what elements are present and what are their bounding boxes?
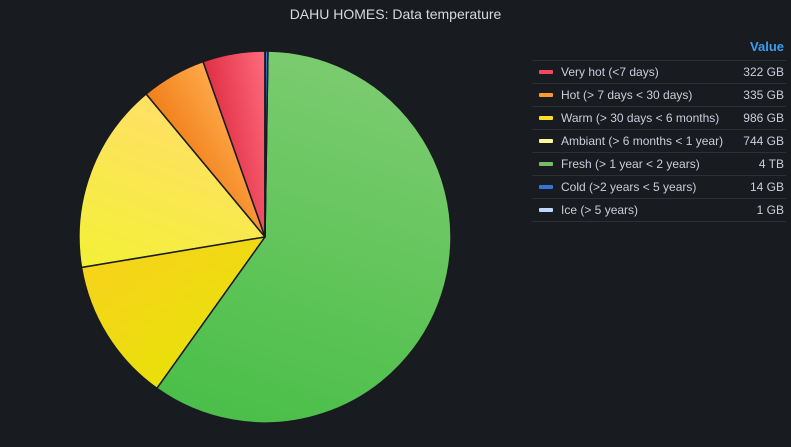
pie-slice-3[interactable] [78, 93, 266, 269]
legend-label: Cold (>2 years < 5 years) [561, 180, 697, 194]
legend-value: 1 GB [756, 203, 784, 217]
legend-swatch-icon [539, 162, 553, 166]
legend-value: 335 GB [743, 88, 784, 102]
legend-item[interactable]: Ice (> 5 years) 1 GB [532, 199, 786, 222]
legend-label: Ice (> 5 years) [561, 203, 639, 217]
legend-value: 4 TB [758, 157, 784, 171]
legend-item[interactable]: Warm (> 30 days < 6 months) 986 GB [532, 107, 786, 130]
legend: Value Very hot (<7 days) 322 GB Hot (> 7 d… [532, 36, 786, 222]
legend-item[interactable]: Ambiant (> 6 months < 1 year) 744 GB [532, 130, 786, 153]
legend-label: Ambiant (> 6 months < 1 year) [561, 134, 724, 148]
legend-swatch-icon [539, 93, 553, 97]
legend-rows: Very hot (<7 days) 322 GB Hot (> 7 days < … [532, 61, 786, 222]
legend-label: Fresh (> 1 year < 2 years) [561, 157, 700, 171]
legend-value: 744 GB [743, 134, 784, 148]
legend-item[interactable]: Fresh (> 1 year < 2 years) 4 TB [532, 153, 786, 176]
pie-slice-5[interactable] [156, 50, 452, 424]
legend-swatch-icon [539, 208, 553, 212]
legend-item[interactable]: Hot (> 7 days < 30 days) 335 GB [532, 84, 786, 107]
legend-swatch-icon [539, 185, 553, 189]
pie-slice-4[interactable] [80, 236, 266, 390]
legend-value-header[interactable]: Value [532, 36, 786, 61]
legend-value: 14 GB [749, 180, 784, 194]
legend-item[interactable]: Very hot (<7 days) 322 GB [532, 61, 786, 84]
legend-swatch-icon [539, 70, 553, 74]
pie-slices [78, 50, 452, 424]
legend-label: Very hot (<7 days) [561, 65, 659, 79]
panel-title[interactable]: DAHU HOMES: Data temperature [289, 6, 502, 22]
legend-label: Warm (> 30 days < 6 months) [561, 111, 720, 125]
legend-value: 986 GB [743, 111, 784, 125]
legend-item[interactable]: Cold (>2 years < 5 years) 14 GB [532, 176, 786, 199]
legend-swatch-icon [539, 139, 553, 143]
legend-swatch-icon [539, 116, 553, 120]
legend-value: 322 GB [743, 65, 784, 79]
legend-label: Hot (> 7 days < 30 days) [561, 88, 693, 102]
